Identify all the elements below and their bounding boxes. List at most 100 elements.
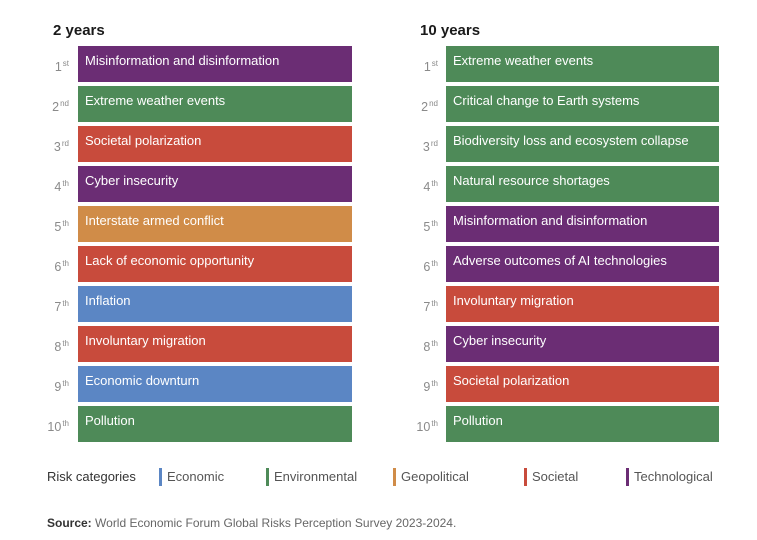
rank-number: 9th	[398, 366, 438, 402]
rank-value: 6	[54, 260, 62, 274]
rank-value: 9	[54, 380, 62, 394]
rank-value: 9	[423, 380, 431, 394]
rank-number: 6th	[398, 246, 438, 282]
column-title-2-years: 2 years	[53, 22, 105, 39]
risk-bar-environmental: Critical change to Earth systems	[446, 86, 719, 122]
rank-number: 4th	[398, 166, 438, 202]
risk-bar-societal: Lack of economic opportunity	[78, 246, 352, 282]
rank-row: 5th Interstate armed conflict	[0, 206, 757, 242]
rank-number: 8th	[398, 326, 438, 362]
rank-suffix: st	[431, 59, 438, 68]
column-title-10-years: 10 years	[420, 22, 481, 39]
rank-row: 1st Misinformation and disinformation	[0, 46, 757, 82]
risk-bar-economic: Economic downturn	[78, 366, 352, 402]
rank-number: 7th	[398, 286, 438, 322]
rank-row: 3rd Societal polarization	[0, 126, 757, 162]
rank-number: 2nd	[398, 86, 438, 122]
legend-swatch	[159, 468, 162, 486]
rank-suffix: th	[62, 219, 69, 228]
rank-number: 9th	[29, 366, 69, 402]
legend-label: Technological	[634, 469, 713, 484]
rank-suffix: th	[62, 379, 69, 388]
risk-bar-technological: Adverse outcomes of AI technologies	[446, 246, 719, 282]
legend-swatch	[266, 468, 269, 486]
risk-bar-societal: Societal polarization	[446, 366, 719, 402]
rank-number: 6th	[29, 246, 69, 282]
risk-bar-environmental: Extreme weather events	[446, 46, 719, 82]
rank-value: 8	[54, 340, 62, 354]
rank-suffix: th	[62, 259, 69, 268]
rank-row: 9th Societal polarization	[0, 366, 757, 402]
risk-bar-technological: Misinformation and disinformation	[78, 46, 352, 82]
rank-value: 4	[423, 180, 431, 194]
risk-bar-technological: Cyber insecurity	[78, 166, 352, 202]
rank-row: 4th Cyber insecurity	[0, 166, 757, 202]
risk-bar-societal: Societal polarization	[78, 126, 352, 162]
rank-value: 2	[421, 100, 429, 114]
legend-label: Economic	[167, 469, 225, 484]
risk-bar-technological: Misinformation and disinformation	[446, 206, 719, 242]
rank-suffix: rd	[61, 139, 69, 148]
risk-bar-geopolitical: Interstate armed conflict	[78, 206, 352, 242]
risk-bar-societal: Involuntary migration	[446, 286, 719, 322]
source-text: World Economic Forum Global Risks Percep…	[95, 516, 457, 530]
rank-number: 1st	[29, 46, 69, 82]
rank-row: 10th Pollution	[0, 406, 757, 442]
rank-number: 5th	[398, 206, 438, 242]
rank-row: 7th Inflation	[0, 286, 757, 322]
legend-swatch	[626, 468, 629, 486]
rank-suffix: th	[62, 179, 69, 188]
source-label: Source:	[47, 516, 92, 530]
rank-suffix: rd	[430, 139, 438, 148]
rank-suffix: th	[431, 339, 438, 348]
rank-row: 1st Extreme weather events	[0, 46, 757, 82]
rank-suffix: st	[62, 59, 69, 68]
rank-suffix: th	[431, 379, 438, 388]
rank-number: 10th	[398, 406, 438, 442]
rank-row: 6th Lack of economic opportunity	[0, 246, 757, 282]
rank-value: 7	[423, 300, 431, 314]
rank-suffix: th	[62, 339, 69, 348]
rank-number: 2nd	[29, 86, 69, 122]
rank-row: 10th Pollution	[0, 406, 757, 442]
risk-bar-environmental: Pollution	[78, 406, 352, 442]
rank-row: 2nd Extreme weather events	[0, 86, 757, 122]
rank-number: 3rd	[29, 126, 69, 162]
rank-row: 4th Natural resource shortages	[0, 166, 757, 202]
rank-row: 6th Adverse outcomes of AI technologies	[0, 246, 757, 282]
rank-suffix: th	[431, 219, 438, 228]
rank-row: 7th Involuntary migration	[0, 286, 757, 322]
risk-bar-environmental: Extreme weather events	[78, 86, 352, 122]
rank-suffix: th	[62, 299, 69, 308]
legend-label: Societal	[532, 469, 579, 484]
rank-value: 10	[47, 420, 62, 434]
source-note: Source: World Economic Forum Global Risk…	[47, 516, 456, 530]
rank-number: 5th	[29, 206, 69, 242]
rank-number: 7th	[29, 286, 69, 322]
risk-bar-economic: Inflation	[78, 286, 352, 322]
rank-suffix: th	[431, 299, 438, 308]
rank-suffix: nd	[60, 99, 69, 108]
risk-bar-societal: Involuntary migration	[78, 326, 352, 362]
risk-bar-environmental: Biodiversity loss and ecosystem collapse	[446, 126, 719, 162]
legend-swatch	[393, 468, 396, 486]
rank-suffix: th	[431, 179, 438, 188]
legend-swatch	[524, 468, 527, 486]
legend-label: Geopolitical	[401, 469, 469, 484]
rank-suffix: th	[431, 419, 438, 428]
legend: Risk categories Economic Environmental Geo…	[47, 467, 747, 487]
rank-number: 4th	[29, 166, 69, 202]
risk-bar-environmental: Natural resource shortages	[446, 166, 719, 202]
rank-row: 9th Economic downturn	[0, 366, 757, 402]
rank-row: 3rd Biodiversity loss and ecosystem colla…	[0, 126, 757, 162]
rank-suffix: th	[62, 419, 69, 428]
rank-number: 8th	[29, 326, 69, 362]
rank-value: 4	[54, 180, 62, 194]
rank-row: 5th Misinformation and disinformation	[0, 206, 757, 242]
rank-value: 10	[416, 420, 431, 434]
rank-value: 8	[423, 340, 431, 354]
rank-value: 1	[423, 60, 431, 74]
risk-bar-environmental: Pollution	[446, 406, 719, 442]
rank-row: 8th Involuntary migration	[0, 326, 757, 362]
rank-number: 10th	[29, 406, 69, 442]
